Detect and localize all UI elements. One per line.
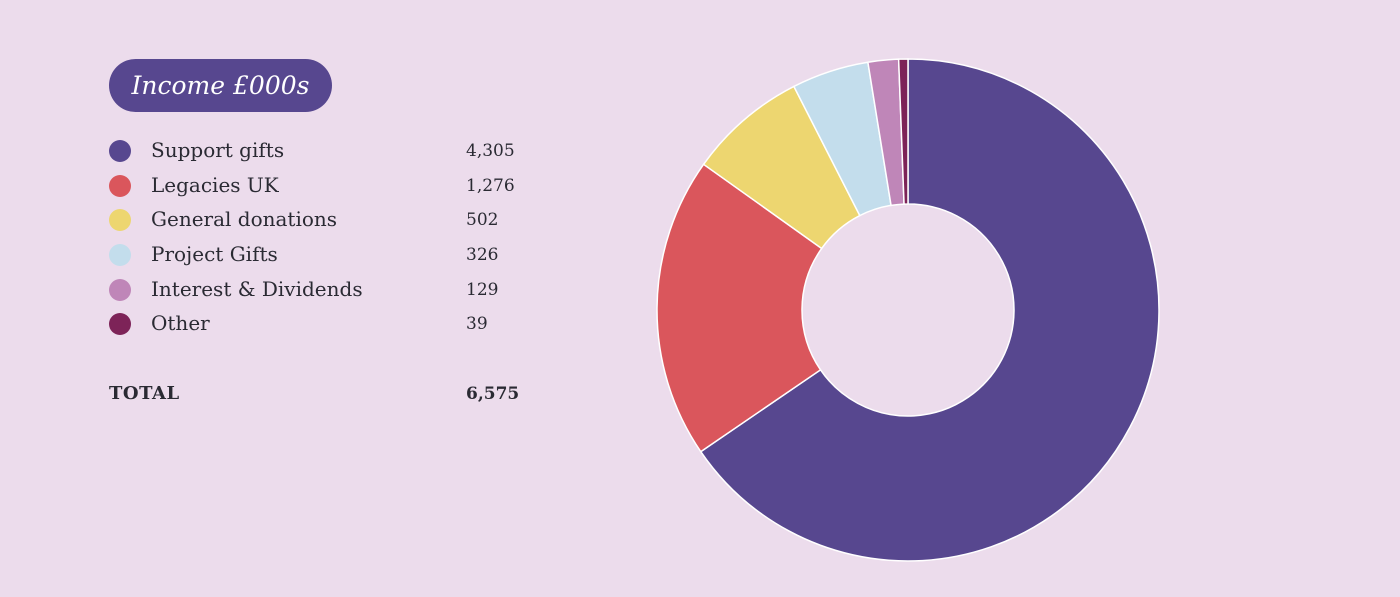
legend-value: 39 [466,314,488,335]
legend-item: Interest & Dividends 129 [109,273,549,308]
legend-swatch [109,174,131,197]
legend-label: Legacies UK [151,172,279,197]
legend-item: Support gifts 4,305 [109,134,549,169]
legend-swatch [109,140,131,162]
legend-item: Legacies UK 1,276 [109,169,549,204]
legend-label: Project Gifts [151,242,278,267]
legend-value: 502 [466,210,499,231]
chart-title: Income £000s [109,59,332,112]
donut-chart [656,58,1160,562]
legend-item: General donations 502 [109,203,549,238]
legend-swatch [109,278,131,301]
legend-value: 4,305 [466,141,515,161]
total-row: TOTAL 6,575 [109,380,549,410]
legend-swatch [109,313,131,336]
donut-slice [897,58,909,205]
legend-item: Other 39 [109,307,549,342]
legend-item: Project Gifts 326 [109,238,549,273]
total-label: TOTAL [109,383,180,404]
legend-label: General donations [151,207,338,232]
total-value: 6,575 [466,384,520,404]
legend-label: Interest & Dividends [151,276,363,301]
donut-slice [699,58,1160,562]
legend-swatch [109,244,131,267]
donut-slice [656,163,823,453]
legend-value: 326 [466,245,499,266]
legend-swatch [109,209,131,232]
legend-value: 1,276 [466,175,515,196]
legend-label: Support gifts [151,138,285,162]
legend-label: Other [151,311,210,336]
legend: Support gifts 4,305 Legacies UK 1,276 Genera… [109,134,549,342]
legend-value: 129 [466,279,499,300]
